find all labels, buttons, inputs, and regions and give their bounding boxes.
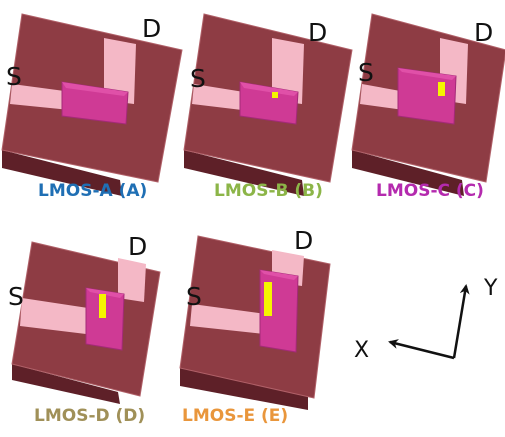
source-label: S <box>358 58 374 87</box>
drain-label: D <box>128 232 148 261</box>
gate-top-face <box>260 270 298 280</box>
source-contact <box>10 84 72 110</box>
gate-top-face <box>86 288 124 298</box>
drain-contact <box>118 258 146 302</box>
lmos-a-panel: S D <box>0 0 183 196</box>
lmos-d-device-diagram <box>11 241 161 404</box>
lmos-e-caption: LMOS-E (E) <box>182 406 289 426</box>
lmos-d-panel: S D <box>8 232 175 417</box>
lmos-b-device-diagram <box>183 13 353 196</box>
drain-contact <box>272 38 304 104</box>
axis-arrows <box>388 284 470 360</box>
gate-body <box>85 287 125 351</box>
lmos-b-panel: S D <box>182 0 353 196</box>
lmos-e-device-diagram <box>179 235 331 410</box>
lmos-c-device-diagram <box>351 13 505 196</box>
lmos-c-caption: LMOS-C (C) <box>376 181 484 201</box>
substrate-side <box>180 368 308 410</box>
drain-label: D <box>474 18 494 47</box>
source-label: S <box>8 282 24 311</box>
field-plate-insert <box>438 82 445 96</box>
lmos-e-panel: S D <box>178 228 343 413</box>
lmos-b-caption: LMOS-B (B) <box>214 181 323 201</box>
substrate-side <box>352 150 464 196</box>
gate-top-face <box>62 82 128 96</box>
lmos-d-caption: LMOS-D (D) <box>34 406 146 426</box>
field-plate-insert <box>99 294 106 318</box>
field-plate-insert <box>264 282 272 316</box>
source-contact <box>360 84 406 110</box>
x-axis-label: X <box>354 338 370 363</box>
x-axis-arrow <box>388 339 455 360</box>
lmos-c-panel: S D <box>350 0 505 196</box>
source-contact <box>190 304 266 334</box>
gate-top-face <box>240 82 298 96</box>
lmos-a-caption: LMOS-A (A) <box>38 181 148 201</box>
axis-indicator: X Y <box>340 270 505 380</box>
y-axis-label: Y <box>484 276 498 301</box>
drain-label: D <box>308 18 328 47</box>
drain-label: D <box>142 14 162 43</box>
source-label: S <box>190 64 206 93</box>
source-label: S <box>186 282 202 311</box>
y-axis-arrow <box>452 284 470 359</box>
substrate-side <box>12 364 120 404</box>
drain-label: D <box>294 226 314 255</box>
substrate-side <box>184 150 304 196</box>
source-label: S <box>6 62 22 91</box>
substrate-side <box>2 150 122 196</box>
lmos-a-device-diagram <box>1 13 183 196</box>
gate-top-face <box>398 68 456 80</box>
drain-contact <box>104 38 136 104</box>
field-plate-insert <box>272 92 278 98</box>
source-contact <box>20 298 88 334</box>
source-contact <box>192 84 244 110</box>
